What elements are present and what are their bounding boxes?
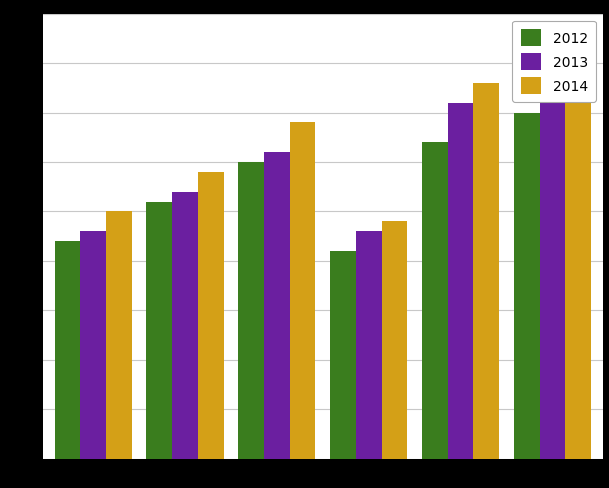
Bar [330, 251, 356, 459]
Bar [198, 173, 224, 459]
Bar [146, 202, 172, 459]
Bar [172, 192, 198, 459]
Bar [382, 222, 407, 459]
Bar [540, 84, 565, 459]
Bar [565, 64, 591, 459]
Legend: 2012, 2013, 2014: 2012, 2013, 2014 [512, 21, 596, 103]
Bar [422, 143, 448, 459]
Bar [290, 123, 315, 459]
Bar [55, 242, 80, 459]
Bar [356, 232, 382, 459]
Bar [448, 103, 473, 459]
Bar [264, 153, 290, 459]
Bar [514, 113, 540, 459]
Bar [238, 163, 264, 459]
Bar [106, 212, 132, 459]
Bar [80, 232, 106, 459]
Bar [473, 84, 499, 459]
